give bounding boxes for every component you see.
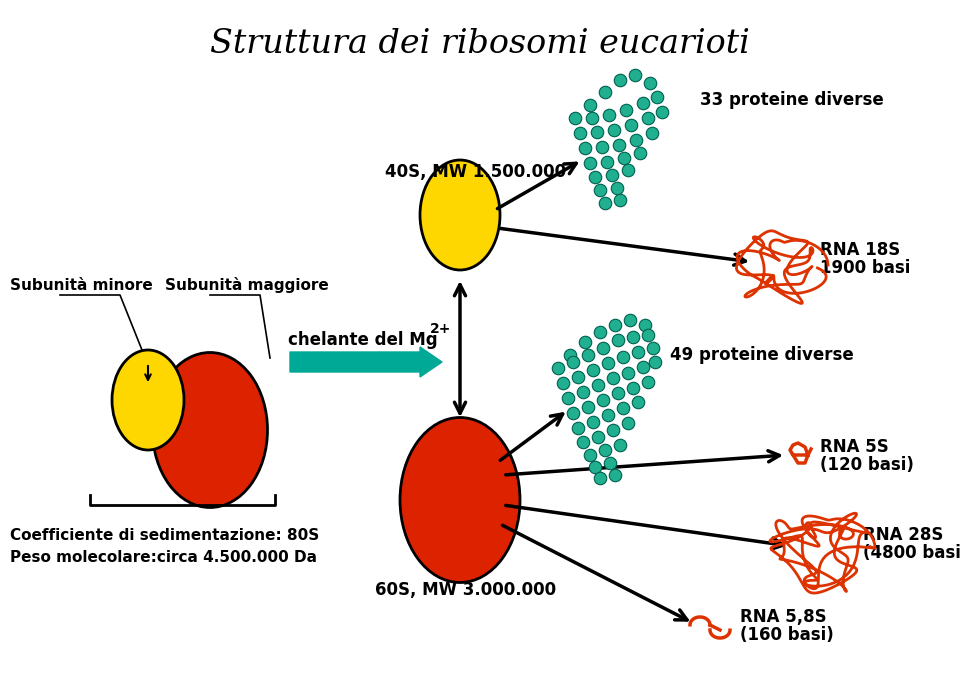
Text: RNA 18S: RNA 18S [820,241,900,259]
Text: chelante del Mg: chelante del Mg [288,331,438,349]
Text: (4800 basi): (4800 basi) [863,544,960,562]
Ellipse shape [400,417,520,582]
Text: 33 proteine diverse: 33 proteine diverse [700,91,884,109]
Text: RNA 5,8S: RNA 5,8S [740,608,827,626]
Text: Subunità maggiore: Subunità maggiore [165,277,328,293]
Text: 1900 basi: 1900 basi [820,259,910,277]
Text: Struttura dei ribosomi eucarioti: Struttura dei ribosomi eucarioti [210,28,750,60]
Text: Coefficiente di sedimentazione: 80S: Coefficiente di sedimentazione: 80S [10,527,320,542]
Text: (120 basi): (120 basi) [820,456,914,474]
Text: 2+: 2+ [430,322,451,336]
Ellipse shape [112,350,184,450]
FancyArrow shape [290,347,442,377]
Text: 60S, MW 3.000.000: 60S, MW 3.000.000 [375,581,556,599]
Text: RNA 28S: RNA 28S [863,526,944,544]
Text: Subunità minore: Subunità minore [10,277,153,293]
Text: 49 proteine diverse: 49 proteine diverse [670,346,853,364]
Text: 40S, MW 1.500.000: 40S, MW 1.500.000 [385,163,566,181]
Ellipse shape [420,160,500,270]
Ellipse shape [153,353,268,508]
Text: Peso molecolare:circa 4.500.000 Da: Peso molecolare:circa 4.500.000 Da [10,551,317,566]
Text: RNA 5S: RNA 5S [820,438,889,456]
Text: (160 basi): (160 basi) [740,626,833,644]
